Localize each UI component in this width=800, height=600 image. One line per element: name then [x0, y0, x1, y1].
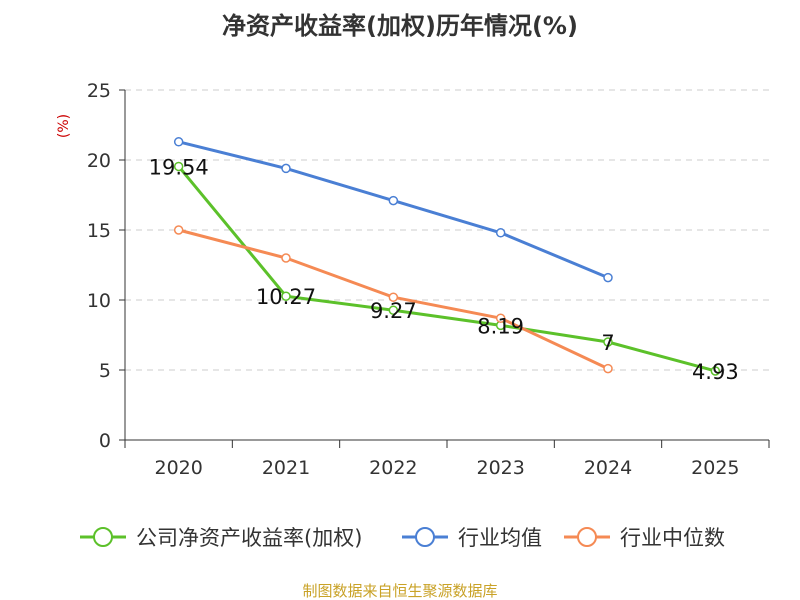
data-label-layer: 19.54 10.27 9.27 8.19 7 4.93 [149, 155, 739, 384]
y-tick-label: 15 [87, 220, 111, 242]
legend-item-2: 行业均值 [402, 526, 542, 550]
series-point [495, 313, 506, 323]
legend-item-1: 公司净资产收益率(加权) [80, 526, 362, 550]
series-2 [173, 137, 613, 283]
legend-swatch-marker [415, 527, 435, 547]
legend-swatch-marker [577, 527, 597, 547]
x-tick-label: 2023 [476, 457, 524, 479]
series-point [173, 225, 184, 235]
data-label: 7 [601, 331, 614, 355]
legend: 公司净资产收益率(加权) 行业均值 行业中位数 [80, 526, 725, 550]
series-point [281, 291, 291, 301]
legend-label: 行业中位数 [620, 526, 725, 550]
grid-layer [125, 89, 769, 371]
data-label: 4.93 [692, 360, 739, 384]
legend-label: 公司净资产收益率(加权) [136, 526, 362, 550]
series-point [281, 163, 291, 174]
data-label: 19.54 [149, 155, 209, 179]
x-tick-label: 2021 [262, 457, 310, 479]
series-point [495, 228, 506, 238]
series-line-2 [178, 140, 609, 279]
data-label: 9.27 [370, 299, 417, 323]
chart-title: 净资产收益率(加权)历年情况(%) [222, 12, 578, 40]
y-tick-label: 25 [87, 80, 111, 102]
series-point [388, 195, 399, 206]
y-axis-unit-label: (%) [56, 114, 72, 138]
data-label: 8.19 [477, 314, 524, 338]
y-tick-label: 10 [87, 290, 111, 312]
series-3 [173, 225, 613, 374]
series-point [388, 305, 399, 315]
series-layer [173, 137, 721, 376]
series-point [710, 366, 721, 376]
legend-swatch-marker [93, 527, 113, 547]
legend-item-3: 行业中位数 [564, 526, 725, 550]
x-tick-label: 2024 [584, 457, 632, 479]
y-tick-label: 0 [99, 430, 111, 452]
series-point [281, 253, 291, 263]
series-point [173, 161, 184, 172]
series-point [603, 272, 613, 283]
x-tick-label: 2025 [691, 457, 739, 479]
legend-label: 行业均值 [458, 526, 542, 550]
y-tick-label: 20 [87, 150, 111, 172]
series-point [388, 292, 399, 302]
series-1 [173, 161, 721, 376]
series-point [173, 137, 184, 147]
data-label: 10.27 [256, 285, 316, 309]
series-line-1 [177, 165, 716, 373]
series-point [603, 337, 613, 347]
x-tick-label: 2020 [154, 457, 202, 479]
x-tick-label: 2022 [369, 457, 417, 479]
source-note: 制图数据来自恒生聚源数据库 [302, 582, 497, 600]
y-tick-label: 5 [99, 360, 111, 382]
series-point [603, 363, 613, 374]
